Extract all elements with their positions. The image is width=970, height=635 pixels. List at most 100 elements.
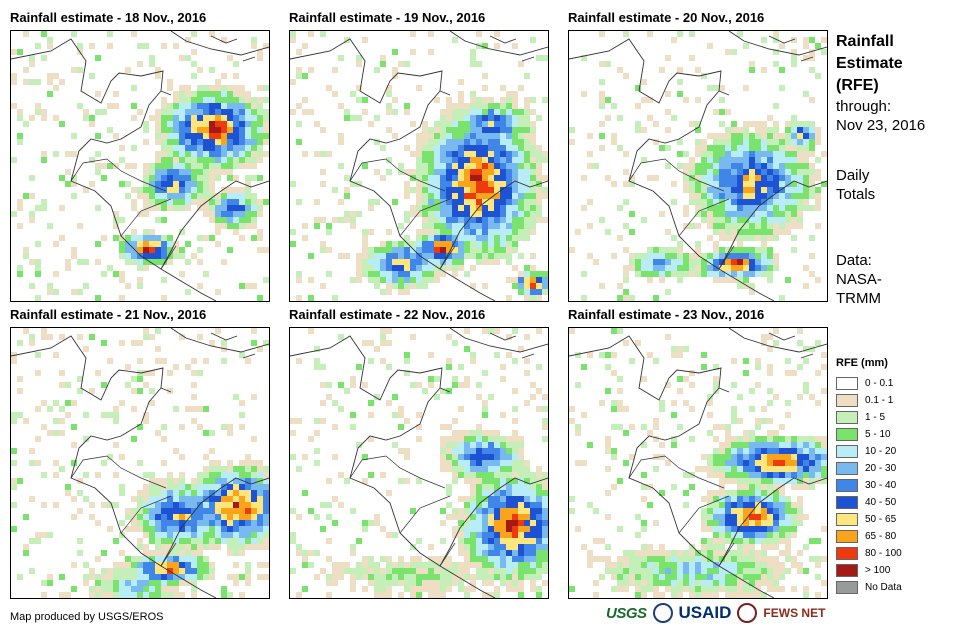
rainfall-cell [707, 574, 713, 580]
rainfall-cell [410, 283, 416, 289]
rainfall-cell [131, 229, 137, 235]
rainfall-cell [113, 133, 119, 139]
rainfall-cell [251, 157, 257, 163]
rainfall-cell [755, 526, 761, 532]
rainfall-cell [167, 556, 173, 562]
rainfall-cell [227, 424, 233, 430]
rainfall-cell [296, 277, 302, 283]
rainfall-cell [488, 442, 494, 448]
rainfall-cell [326, 574, 332, 580]
rainfall-cell [167, 121, 173, 127]
rainfall-cell [245, 283, 251, 289]
rainfall-cell [524, 229, 530, 235]
rainfall-cell [476, 109, 482, 115]
rainfall-cell [821, 556, 827, 562]
rainfall-cell [737, 442, 743, 448]
rainfall-cell [821, 580, 827, 586]
rainfall-cell [623, 247, 629, 253]
rainfall-cell [221, 484, 227, 490]
rainfall-cell [530, 199, 536, 205]
rainfall-cell [227, 592, 233, 598]
coastline [569, 335, 775, 598]
rainfall-cell [215, 472, 221, 478]
rainfall-cell [689, 259, 695, 265]
rainfall-cell [773, 484, 779, 490]
rainfall-cell [476, 532, 482, 538]
rainfall-cell [119, 520, 125, 526]
rainfall-cell [518, 151, 524, 157]
rainfall-cell [737, 556, 743, 562]
rainfall-cell [518, 127, 524, 133]
rainfall-cell [707, 394, 713, 400]
rainfall-cell [221, 259, 227, 265]
rainfall-cell [446, 484, 452, 490]
rainfall-cell [743, 502, 749, 508]
rainfall-cell [380, 574, 386, 580]
rainfall-cell [149, 400, 155, 406]
rainfall-cell [263, 496, 269, 502]
rainfall-cell [239, 472, 245, 478]
rainfall-cell [452, 205, 458, 211]
rainfall-cell [143, 253, 149, 259]
rainfall-cell [440, 229, 446, 235]
rainfall-cell [470, 526, 476, 532]
rainfall-cell [488, 394, 494, 400]
rainfall-cell [77, 67, 83, 73]
rainfall-cell [749, 454, 755, 460]
rainfall-cell [167, 586, 173, 592]
rainfall-cell [470, 562, 476, 568]
rainfall-cell [605, 514, 611, 520]
rainfall-cell [755, 460, 761, 466]
rainfall-cell [131, 115, 137, 121]
rainfall-cell [797, 478, 803, 484]
rainfall-cell [755, 151, 761, 157]
rainfall-cell [302, 43, 308, 49]
rainfall-cell [350, 412, 356, 418]
rainfall-cell [203, 151, 209, 157]
rainfall-cell [464, 199, 470, 205]
rainfall-cell [239, 85, 245, 91]
rainfall-cell [773, 151, 779, 157]
rainfall-cell [245, 538, 251, 544]
rainfall-cell [302, 73, 308, 79]
rainfall-cell [683, 259, 689, 265]
rainfall-cell [773, 163, 779, 169]
rainfall-cell [59, 406, 65, 412]
rainfall-cell [500, 472, 506, 478]
rainfall-cell [203, 235, 209, 241]
rainfall-cell [245, 574, 251, 580]
rainfall-cell [713, 187, 719, 193]
rainfall-cell [35, 460, 41, 466]
rainfall-cell [815, 400, 821, 406]
rainfall-cell [803, 151, 809, 157]
rainfall-cell [95, 109, 101, 115]
rainfall-cell [155, 157, 161, 163]
rainfall-cell [653, 175, 659, 181]
rainfall-cell [518, 496, 524, 502]
rainfall-cell [191, 478, 197, 484]
rainfall-cell [296, 592, 302, 598]
rainfall-cell [113, 472, 119, 478]
rainfall-cell [434, 271, 440, 277]
rainfall-cell [536, 574, 542, 580]
rainfall-cell [725, 478, 731, 484]
rainfall-cell [641, 79, 647, 85]
rainfall-cell [215, 115, 221, 121]
rainfall-cell [791, 61, 797, 67]
rainfall-cell [137, 253, 143, 259]
rainfall-cell [599, 103, 605, 109]
rainfall-cell [512, 574, 518, 580]
rainfall-cell [683, 586, 689, 592]
rainfall-cell [350, 544, 356, 550]
rainfall-cell [755, 193, 761, 199]
rainfall-cell [191, 121, 197, 127]
rainfall-cell [320, 169, 326, 175]
rainfall-cell [155, 253, 161, 259]
rainfall-cell [677, 580, 683, 586]
rainfall-cell [512, 187, 518, 193]
panel-title-23nov: Rainfall estimate - 23 Nov., 2016 [568, 307, 765, 322]
rainfall-cell [470, 532, 476, 538]
rainfall-cell [536, 586, 542, 592]
rainfall-cell [803, 133, 809, 139]
rainfall-cell [512, 514, 518, 520]
